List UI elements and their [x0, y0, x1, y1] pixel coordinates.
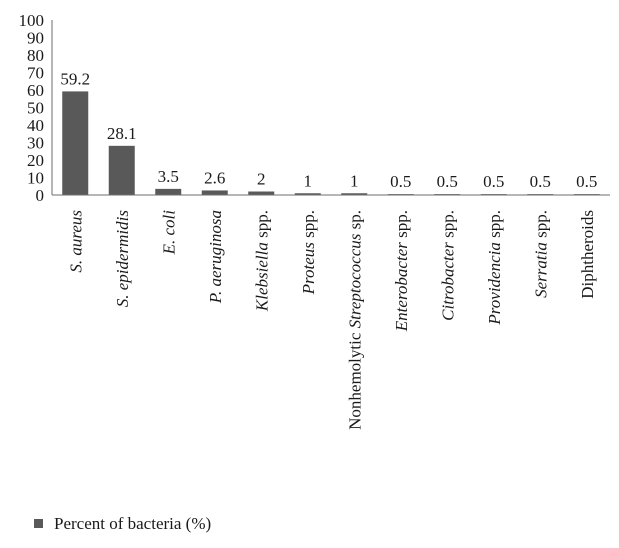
bar [294, 193, 321, 195]
category-labels: S. aureus S. epidermidis E. coli P. aerugin… [66, 210, 597, 430]
x-category-label: S. epidermidis [113, 210, 132, 308]
bar-value-label: 59.2 [60, 69, 90, 88]
bar-value-label: 0.5 [576, 172, 597, 191]
y-tick-label: 80 [27, 46, 44, 65]
bar-value-label: 28.1 [107, 124, 137, 143]
data-labels: 59.2 28.1 3.5 2.6 2 1 1 0.5 0.5 0.5 0.5 0.5 [60, 69, 597, 191]
y-tick-label: 100 [19, 11, 45, 30]
y-tick-label: 50 [27, 99, 44, 118]
y-tick-label: 0 [36, 186, 45, 205]
y-tick-label: 10 [27, 169, 44, 188]
x-category-label: Proteus spp. [299, 210, 318, 295]
x-category-label: Serratia spp. [531, 210, 550, 298]
x-category-label: Citrobacter spp. [438, 210, 457, 321]
bar-value-label: 0.5 [530, 172, 551, 191]
x-category-label: Nonhemolytic Streptococcus sp. [345, 210, 364, 430]
bar [155, 188, 182, 195]
bars [62, 91, 600, 195]
y-tick-label: 90 [27, 29, 44, 48]
x-category-label: Providencia spp. [485, 210, 504, 326]
bar-value-label: 2 [257, 170, 266, 189]
bar [201, 190, 228, 195]
bar-value-label: 1 [350, 171, 359, 190]
y-tick-label: 70 [27, 64, 44, 83]
bar-value-label: 3.5 [158, 167, 179, 186]
legend-label: Percent of bacteria (%) [54, 514, 211, 533]
bar-value-label: 2.6 [204, 168, 225, 187]
bar [341, 193, 368, 195]
y-tick-label: 30 [27, 134, 44, 153]
x-category-label: Klebsiella spp. [252, 210, 271, 312]
x-category-label: Diphtheroids [578, 210, 597, 299]
bar-value-label: 0.5 [483, 172, 504, 191]
x-category-label: Enterobacter spp. [392, 210, 411, 332]
x-category-label: S. aureus [66, 210, 85, 273]
legend: Percent of bacteria (%) [34, 514, 211, 533]
y-tick-label: 60 [27, 81, 44, 100]
bar [248, 191, 275, 195]
bar [108, 145, 135, 195]
bar-value-label: 1 [304, 171, 313, 190]
y-tick-label: 40 [27, 116, 44, 135]
x-category-label: P. aeruginosa [206, 210, 225, 304]
bar-value-label: 0.5 [390, 172, 411, 191]
legend-swatch [34, 519, 43, 528]
bar-value-label: 0.5 [437, 172, 458, 191]
x-category-label: E. coli [159, 210, 178, 256]
y-tick-label: 20 [27, 151, 44, 170]
bar [62, 91, 89, 195]
